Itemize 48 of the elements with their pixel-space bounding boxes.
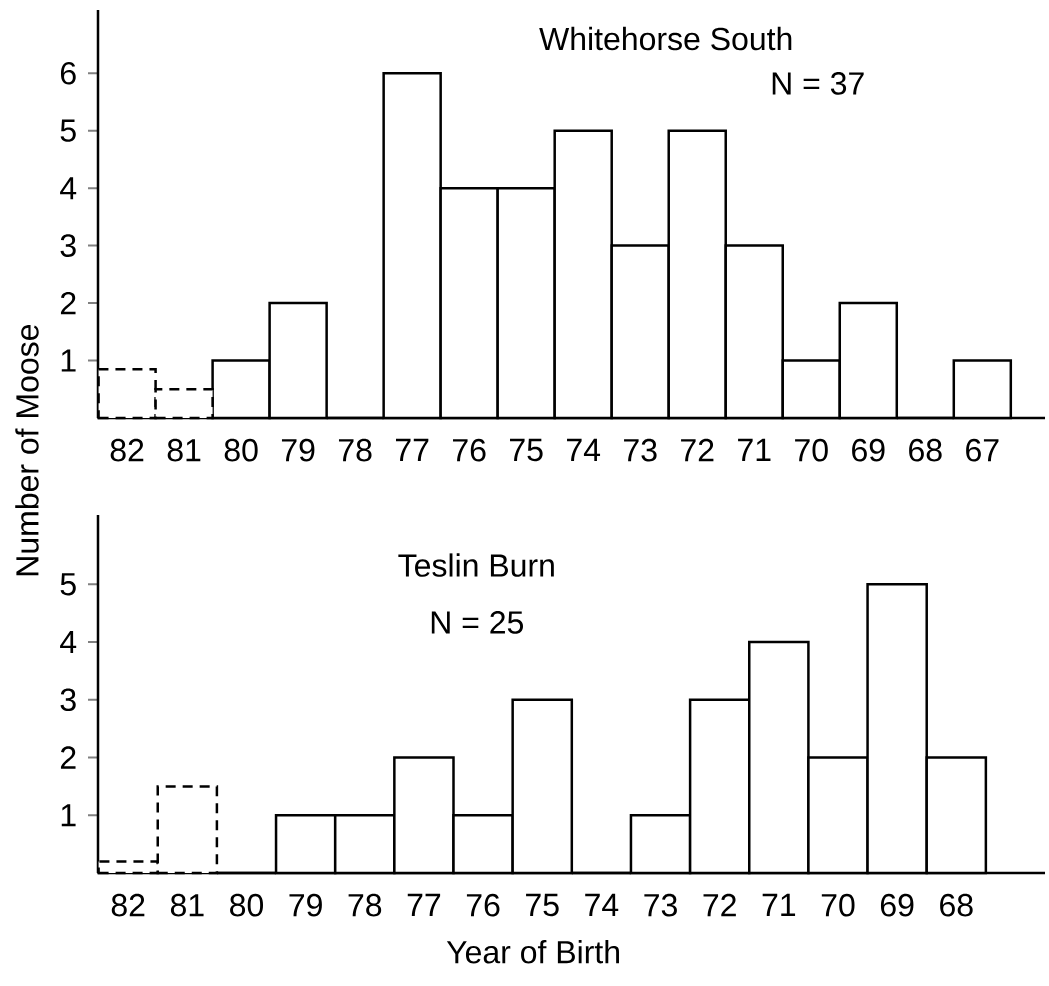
x-tick-label: 71 (762, 893, 796, 916)
x-tick-label: 75 (526, 893, 559, 917)
x-tick-label: 78 (338, 438, 372, 462)
text: N = 37 (772, 72, 864, 95)
x-tick-label: 70 (821, 893, 855, 917)
y-tick-label: 4 (60, 631, 77, 654)
y-tick-label: 1 (61, 804, 76, 827)
text: Teslin Burn (398, 553, 554, 577)
x-tick-label: 74 (585, 893, 619, 916)
y-tick-label: 3 (60, 688, 76, 712)
x-tick-label: 72 (703, 893, 736, 917)
x-tick-label: 82 (111, 893, 145, 917)
x-tick-label: 70 (795, 438, 828, 462)
chart-title: Whitehorse South (539, 26, 792, 51)
y-axis-title: Number of Moose (15, 324, 39, 576)
text: N = 25 (431, 611, 524, 634)
x-tick-label: 73 (644, 893, 677, 917)
y-tick-label: 2 (60, 746, 76, 769)
x-tick-label: 80 (224, 438, 258, 462)
y-tick-label: 5 (60, 573, 76, 596)
x-tick-label: 81 (167, 438, 201, 462)
x-tick-label: 79 (281, 438, 315, 462)
x-axis-title: Year of Birth (446, 940, 619, 964)
x-tick-label: 76 (453, 438, 486, 462)
x-tick-label: 82 (110, 438, 144, 462)
y-tick-label: 2 (60, 291, 76, 315)
y-tick-label: 1 (61, 349, 76, 372)
x-tick-label: 77 (407, 893, 441, 916)
x-tick-label: 75 (510, 438, 543, 462)
x-tick-label: 78 (348, 893, 382, 917)
x-tick-label: 79 (289, 893, 322, 917)
y-tick-label: 5 (60, 119, 76, 142)
x-tick-label: 77 (395, 438, 429, 461)
y-tick-label: 6 (60, 61, 76, 85)
x-tick-label: 68 (909, 438, 942, 462)
x-tick-label: 72 (681, 438, 714, 462)
y-tick-label: 3 (60, 234, 76, 257)
x-tick-label: 73 (624, 438, 657, 462)
x-tick-label: 69 (880, 893, 914, 917)
y-tick-label: 4 (60, 177, 77, 200)
x-tick-label: 76 (466, 893, 500, 917)
x-tick-label: 74 (567, 438, 601, 461)
x-tick-label: 71 (738, 438, 771, 461)
x-tick-label: 67 (966, 438, 999, 462)
x-tick-label: 68 (940, 893, 973, 917)
x-tick-label: 81 (170, 893, 204, 917)
x-tick-label: 80 (230, 893, 264, 917)
x-tick-label: 69 (852, 438, 885, 462)
